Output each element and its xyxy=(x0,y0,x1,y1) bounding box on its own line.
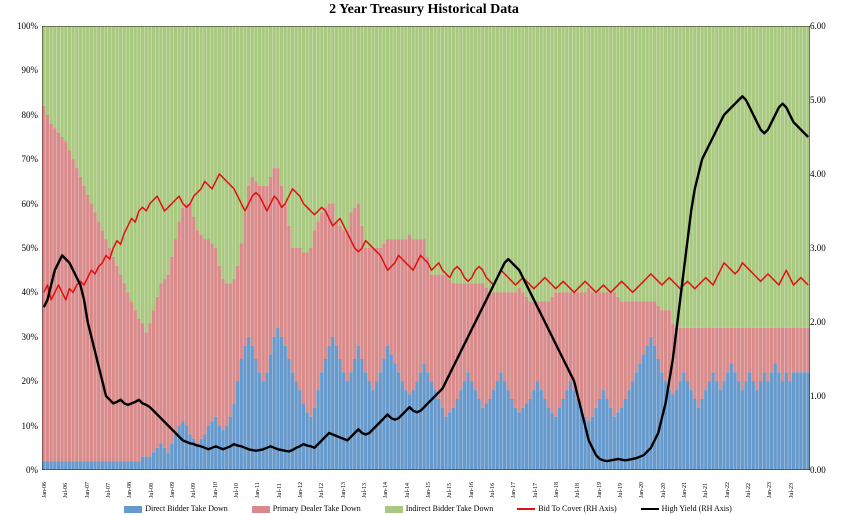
right-tick: 6.00 xyxy=(810,21,848,31)
x-tick: Jul-09 xyxy=(191,483,197,498)
x-tick: Jan-09 xyxy=(170,482,176,498)
x-tick: Jul-22 xyxy=(746,483,752,498)
x-tick: Jan-14 xyxy=(383,482,389,498)
legend-item: High Yield (RH Axis) xyxy=(633,504,732,513)
x-tick: Jan-18 xyxy=(554,482,560,498)
left-tick: 70% xyxy=(0,154,38,164)
x-tick: Jul-15 xyxy=(447,483,453,498)
legend: Direct Bidder Take Down Primary Dealer Ta… xyxy=(0,504,848,513)
left-tick: 80% xyxy=(0,110,38,120)
chart-container: 2 Year Treasury Historical Data 0% 10% 20%… xyxy=(0,0,848,515)
x-tick: Jul-12 xyxy=(319,483,325,498)
x-tick: Jan-11 xyxy=(255,482,261,498)
x-tick: Jan-12 xyxy=(298,482,304,498)
x-tick: Jan-23 xyxy=(767,482,773,498)
legend-item: Bid To Cover (RH Axis) xyxy=(509,504,616,513)
right-axis: 0.001.002.003.004.005.006.00 xyxy=(808,26,848,470)
chart-title: 2 Year Treasury Historical Data xyxy=(0,2,848,18)
x-tick: Jan-15 xyxy=(426,482,432,498)
right-tick: 3.00 xyxy=(810,243,848,253)
x-tick: Jan-07 xyxy=(85,482,91,498)
x-tick: Jul-20 xyxy=(661,483,667,498)
right-tick: 0.00 xyxy=(810,465,848,475)
left-tick: 100% xyxy=(0,21,38,31)
x-tick: Jan-22 xyxy=(725,482,731,498)
left-tick: 10% xyxy=(0,421,38,431)
right-tick: 5.00 xyxy=(810,95,848,105)
x-tick: Jan-06 xyxy=(42,482,48,498)
x-tick: Jul-14 xyxy=(405,483,411,498)
right-tick: 2.00 xyxy=(810,317,848,327)
x-tick: Jan-10 xyxy=(213,482,219,498)
x-tick: Jul-17 xyxy=(533,483,539,498)
left-axis: 0%10%20%30%40%50%60%70%80%90%100% xyxy=(0,26,40,470)
legend-item: Direct Bidder Take Down xyxy=(116,504,228,513)
left-tick: 20% xyxy=(0,376,38,386)
x-tick: Jul-19 xyxy=(618,483,624,498)
x-axis: Jan-06 Jul-06 Jan-07 Jul-07 Jan-08 Jul-08 Jan-… xyxy=(42,470,810,500)
x-tick: Jan-17 xyxy=(511,482,517,498)
x-tick: Jan-21 xyxy=(682,482,688,498)
x-tick: Jul-21 xyxy=(703,483,709,498)
left-tick: 90% xyxy=(0,65,38,75)
x-tick: Jul-11 xyxy=(277,483,283,498)
x-tick: Jul-16 xyxy=(490,483,496,498)
plot-area xyxy=(42,26,810,470)
x-tick: Jul-08 xyxy=(149,483,155,498)
left-tick: 50% xyxy=(0,243,38,253)
left-tick: 30% xyxy=(0,332,38,342)
x-tick: Jul-10 xyxy=(234,483,240,498)
chart-svg xyxy=(42,26,810,470)
left-tick: 0% xyxy=(0,465,38,475)
x-tick: Jan-19 xyxy=(597,482,603,498)
x-tick: Jul-06 xyxy=(63,483,69,498)
right-tick: 4.00 xyxy=(810,169,848,179)
right-tick: 1.00 xyxy=(810,391,848,401)
x-tick: Jan-13 xyxy=(341,482,347,498)
x-tick: Jan-16 xyxy=(469,482,475,498)
left-tick: 40% xyxy=(0,287,38,297)
x-tick: Jul-18 xyxy=(575,483,581,498)
x-tick: Jul-23 xyxy=(789,483,795,498)
x-tick: Jul-13 xyxy=(362,483,368,498)
x-tick: Jan-20 xyxy=(639,482,645,498)
legend-item: Indirect Bidder Take Down xyxy=(377,504,494,513)
left-tick: 60% xyxy=(0,199,38,209)
x-tick: Jul-07 xyxy=(106,483,112,498)
legend-item: Primary Dealer Take Down xyxy=(244,504,361,513)
x-tick: Jan-08 xyxy=(127,482,133,498)
